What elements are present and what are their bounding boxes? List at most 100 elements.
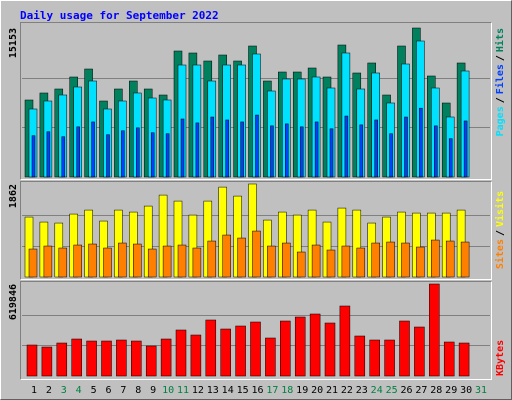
bar	[344, 115, 349, 178]
bar	[404, 116, 408, 178]
x-tick-label: 17	[266, 385, 278, 396]
bar	[31, 135, 36, 178]
bar	[235, 325, 246, 377]
legend-entry: Visits	[494, 191, 506, 227]
bar	[136, 127, 140, 178]
bar	[341, 245, 351, 278]
legend: KBytes	[495, 340, 506, 376]
panel-highlight	[20, 22, 492, 180]
bar	[329, 128, 334, 178]
x-tick-label: 23	[356, 385, 368, 396]
bar	[46, 131, 51, 178]
bar	[180, 118, 185, 178]
bar	[314, 121, 319, 178]
bar	[190, 334, 202, 377]
x-tick-label: 6	[105, 385, 111, 396]
bar	[210, 116, 215, 178]
bar	[58, 247, 68, 278]
x-tick-label: 12	[192, 385, 204, 396]
legend-entry: Files	[494, 64, 506, 94]
bar	[285, 123, 289, 178]
chart-title: Daily usage for September 2022	[20, 9, 219, 22]
x-tick-label: 22	[341, 385, 353, 396]
bar	[121, 130, 125, 178]
x-tick-label: 18	[281, 385, 293, 396]
legend-separator: /	[495, 55, 506, 61]
bar	[294, 316, 306, 377]
bar	[401, 242, 410, 278]
bar	[309, 313, 321, 377]
bar	[43, 245, 53, 278]
x-tick-label: 13	[207, 385, 219, 396]
bar	[41, 346, 53, 377]
legend-entry: Sites	[494, 239, 506, 269]
bar	[220, 328, 231, 377]
bar	[56, 342, 68, 377]
x-tick-label: 28	[430, 385, 442, 396]
x-tick-label: 16	[251, 385, 263, 396]
x-tick-label: 14	[222, 385, 234, 396]
bar	[28, 248, 38, 278]
bar	[192, 247, 202, 278]
bar	[371, 242, 380, 278]
bar	[339, 305, 351, 377]
x-tick-label: 1	[31, 385, 37, 396]
x-tick-label: 2	[46, 385, 52, 396]
bar	[86, 340, 97, 377]
y-tick-label: 619846	[8, 284, 19, 320]
bar	[252, 230, 261, 278]
bar	[162, 245, 172, 278]
panel-highlight	[20, 181, 492, 280]
bar	[463, 120, 468, 178]
bar	[131, 340, 142, 377]
bar	[160, 338, 172, 377]
x-tick-label: 24	[371, 385, 383, 396]
bar	[106, 134, 110, 178]
x-tick-label: 5	[91, 385, 97, 396]
x-tick-label: 8	[135, 385, 141, 396]
bar	[150, 132, 155, 178]
bar	[145, 345, 157, 377]
bar	[429, 283, 440, 377]
x-tick-label: 31	[475, 385, 487, 396]
bar	[76, 126, 80, 178]
bar	[414, 326, 425, 377]
bar	[207, 240, 217, 278]
bar	[431, 239, 440, 278]
x-tick-label: 9	[150, 385, 156, 396]
bar	[265, 337, 276, 377]
bar	[103, 247, 112, 278]
bar	[445, 240, 455, 278]
bar	[324, 322, 336, 377]
bar	[175, 329, 187, 377]
bar	[73, 244, 82, 278]
x-tick-label: 29	[445, 385, 457, 396]
bar	[374, 119, 378, 178]
x-tick-label: 15	[237, 385, 249, 396]
legend-separator: /	[495, 230, 506, 236]
x-tick-label: 10	[162, 385, 174, 396]
legend-separator: /	[495, 97, 506, 103]
x-tick-label: 19	[296, 385, 308, 396]
bar	[354, 335, 366, 377]
bar	[91, 121, 95, 178]
bar	[61, 136, 66, 178]
bar	[250, 321, 261, 377]
bar	[460, 241, 470, 278]
bar	[359, 124, 364, 178]
bar	[225, 119, 229, 178]
bar	[416, 246, 425, 278]
bar	[356, 247, 366, 278]
y-tick-label: 15153	[8, 28, 19, 58]
bar	[147, 248, 157, 278]
bar	[88, 243, 97, 278]
bar	[270, 125, 274, 178]
bar	[165, 133, 170, 178]
legend-entry: Hits	[494, 28, 506, 52]
x-tick-label: 7	[120, 385, 126, 396]
bar	[133, 243, 142, 278]
legend-entry: Pages	[495, 106, 506, 136]
legend: Sites / Visits	[494, 191, 506, 269]
